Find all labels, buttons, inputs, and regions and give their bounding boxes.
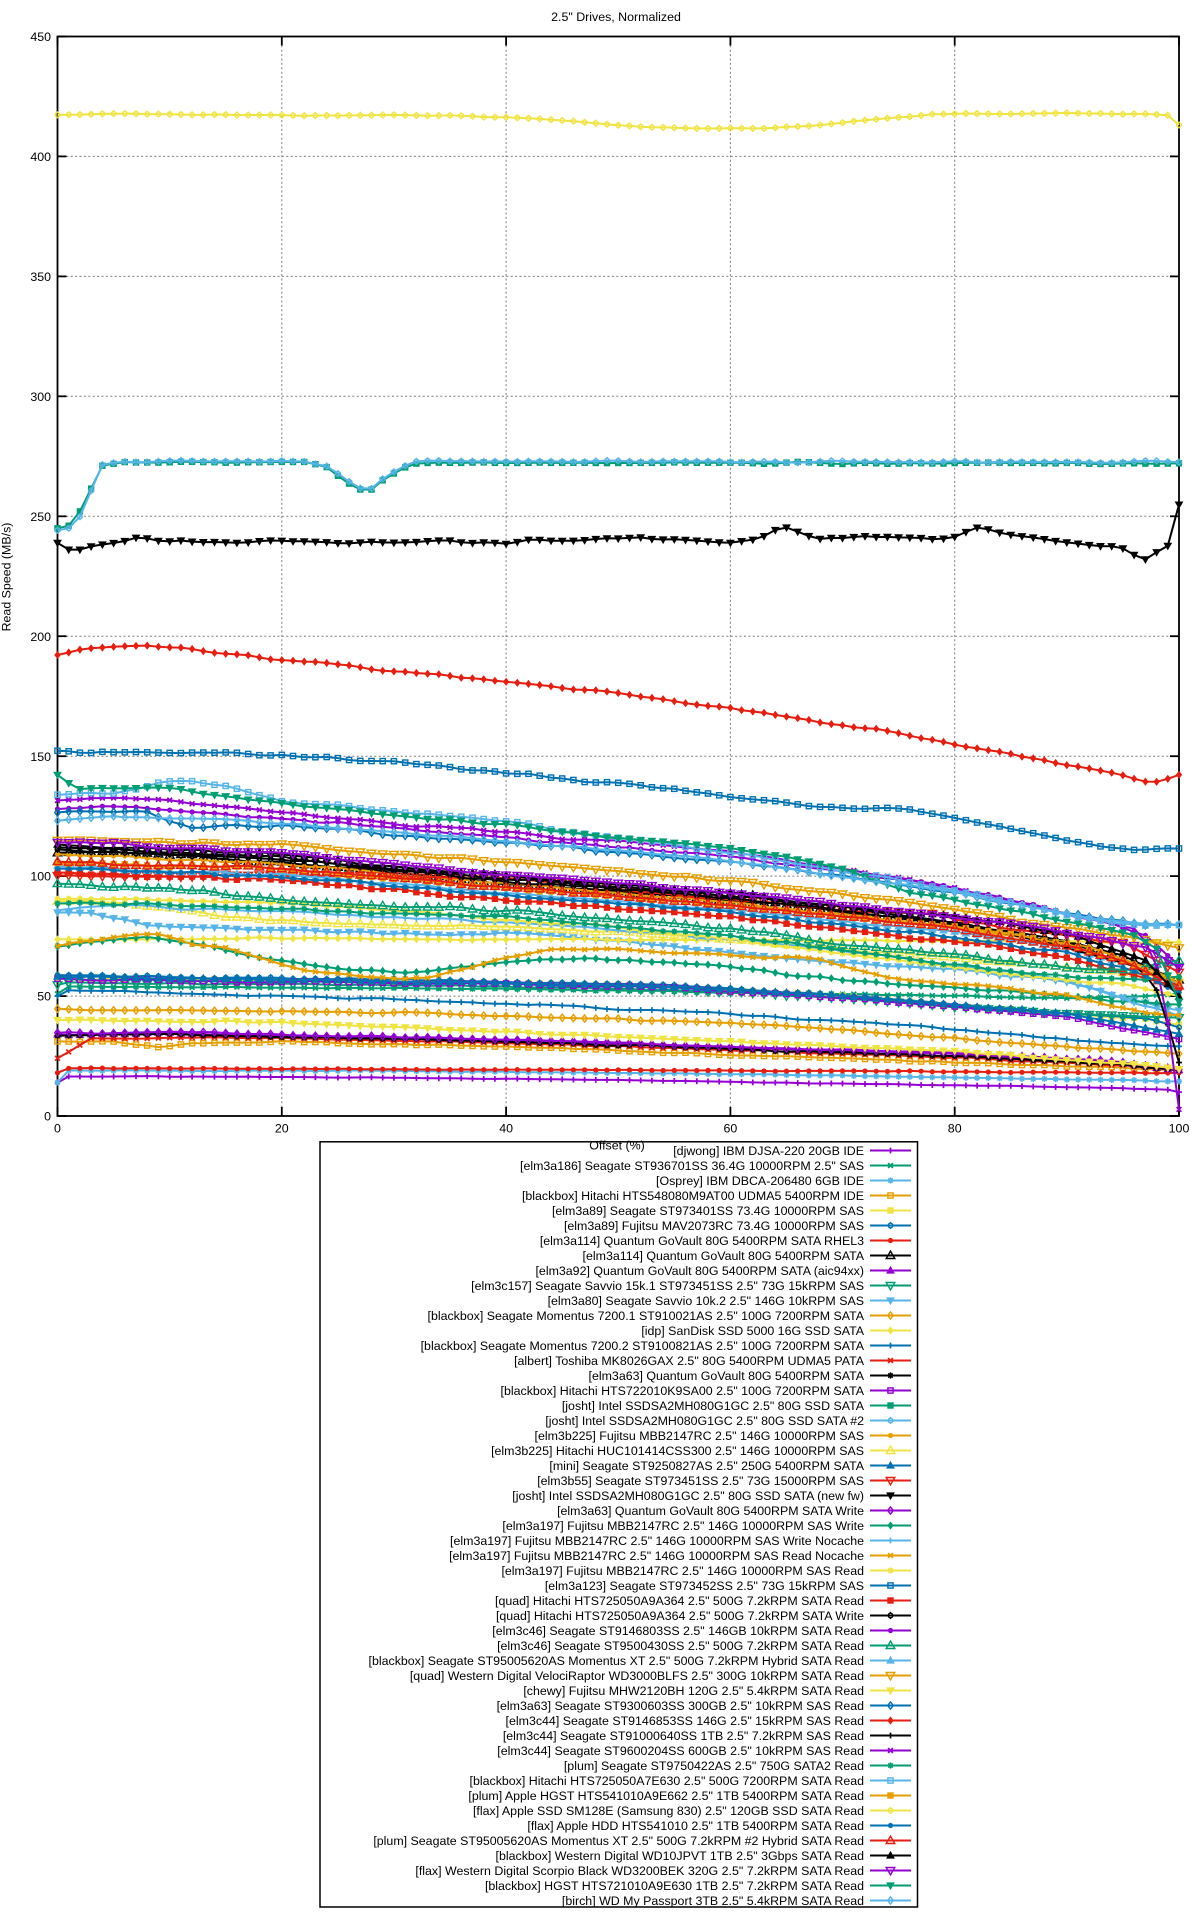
svg-text:[elm3c157] Seagate Savvio 15k.: [elm3c157] Seagate Savvio 15k.1 ST973451… xyxy=(471,1279,864,1293)
svg-text:100: 100 xyxy=(1169,1122,1190,1136)
svg-text:[blackbox] Hitachi HTS722010K9: [blackbox] Hitachi HTS722010K9SA00 2.5" … xyxy=(501,1384,865,1398)
svg-text:[elm3c44] Seagate ST9600204SS: [elm3c44] Seagate ST9600204SS 600GB 2.5"… xyxy=(497,1744,864,1758)
svg-text:[plum] Seagate ST95005620AS Mo: [plum] Seagate ST95005620AS Momentus XT … xyxy=(373,1834,864,1848)
svg-text:Read Speed (MB/s): Read Speed (MB/s) xyxy=(0,523,14,632)
svg-text:[josht] Intel SSDSA2MH080G1GC: [josht] Intel SSDSA2MH080G1GC 2.5" 80G S… xyxy=(512,1489,864,1503)
svg-text:[mini] Seagate ST9250827AS 2.5: [mini] Seagate ST9250827AS 2.5" 250G 540… xyxy=(549,1459,864,1473)
svg-text:[blackbox] Seagate ST95005620A: [blackbox] Seagate ST95005620AS Momentus… xyxy=(369,1654,865,1668)
svg-text:2.5" Drives, Normalized: 2.5" Drives, Normalized xyxy=(551,10,681,24)
svg-text:[elm3a197] Fujitsu MBB2147RC 2: [elm3a197] Fujitsu MBB2147RC 2.5" 146G 1… xyxy=(449,1549,864,1563)
svg-text:[elm3a123] Seagate ST973452SS: [elm3a123] Seagate ST973452SS 2.5" 73G 1… xyxy=(545,1579,864,1593)
svg-text:[quad] Hitachi HTS725050A9A364: [quad] Hitachi HTS725050A9A364 2.5" 500G… xyxy=(495,1594,864,1608)
svg-text:[elm3a89] Seagate ST973401SS 7: [elm3a89] Seagate ST973401SS 73.4G 10000… xyxy=(552,1204,864,1218)
svg-text:[elm3b225] Hitachi HUC101414CS: [elm3b225] Hitachi HUC101414CSS300 2.5" … xyxy=(491,1444,864,1458)
svg-text:[elm3a197] Fujitsu MBB2147RC 2: [elm3a197] Fujitsu MBB2147RC 2.5" 146G 1… xyxy=(501,1564,864,1578)
svg-text:[birch] WD My Passport 3TB 2.5: [birch] WD My Passport 3TB 2.5" 5.4kRPM … xyxy=(562,1894,864,1908)
svg-text:[elm3c44] Seagate ST9146853SS: [elm3c44] Seagate ST9146853SS 146G 2.5" … xyxy=(506,1714,865,1728)
svg-text:[elm3b55] Seagate ST973451SS 2: [elm3b55] Seagate ST973451SS 2.5" 73G 15… xyxy=(537,1474,864,1488)
svg-text:Offset (%): Offset (%) xyxy=(589,1139,645,1153)
svg-text:[djwong] IBM DJSA-220 20GB IDE: [djwong] IBM DJSA-220 20GB IDE xyxy=(673,1144,864,1158)
svg-text:[elm3a114] Quantum GoVault 80G: [elm3a114] Quantum GoVault 80G 5400RPM S… xyxy=(583,1249,865,1263)
svg-text:80: 80 xyxy=(948,1122,962,1136)
svg-text:[elm3a197] Fujitsu MBB2147RC 2: [elm3a197] Fujitsu MBB2147RC 2.5" 146G 1… xyxy=(450,1534,864,1548)
svg-text:[blackbox] Seagate Momentus 72: [blackbox] Seagate Momentus 7200.1 ST910… xyxy=(428,1309,865,1323)
svg-text:[elm3a63] Quantum GoVault 80G: [elm3a63] Quantum GoVault 80G 5400RPM SA… xyxy=(589,1369,865,1383)
svg-text:[elm3a63] Quantum GoVault 80G: [elm3a63] Quantum GoVault 80G 5400RPM SA… xyxy=(557,1504,864,1518)
svg-text:[elm3c46] Seagate ST9146803SS: [elm3c46] Seagate ST9146803SS 2.5" 146GB… xyxy=(492,1624,864,1638)
svg-text:[josht] Intel SSDSA2MH080G1GC: [josht] Intel SSDSA2MH080G1GC 2.5" 80G S… xyxy=(545,1414,864,1428)
svg-text:[elm3c46] Seagate ST9500430SS: [elm3c46] Seagate ST9500430SS 2.5" 500G … xyxy=(497,1639,864,1653)
svg-text:20: 20 xyxy=(275,1122,289,1136)
svg-text:250: 250 xyxy=(30,510,51,524)
svg-text:[elm3a80] Seagate Savvio 10k.2: [elm3a80] Seagate Savvio 10k.2 2.5" 146G… xyxy=(548,1294,864,1308)
svg-text:0: 0 xyxy=(54,1122,61,1136)
svg-text:300: 300 xyxy=(30,390,51,404)
svg-text:[albert] Toshiba MK8026GAX 2.5: [albert] Toshiba MK8026GAX 2.5" 80G 5400… xyxy=(514,1354,865,1368)
svg-text:[josht] Intel SSDSA2MH080G1GC: [josht] Intel SSDSA2MH080G1GC 2.5" 80G S… xyxy=(562,1399,865,1413)
svg-text:60: 60 xyxy=(724,1122,738,1136)
svg-text:[chewy] Fujitsu MHW2120BH 120G: [chewy] Fujitsu MHW2120BH 120G 2.5" 5.4k… xyxy=(523,1684,864,1698)
svg-text:[Osprey] IBM DBCA-206480 6GB I: [Osprey] IBM DBCA-206480 6GB IDE xyxy=(656,1174,864,1188)
svg-text:[plum] Seagate ST9750422AS 2.5: [plum] Seagate ST9750422AS 2.5" 750G SAT… xyxy=(564,1759,864,1773)
svg-text:200: 200 xyxy=(30,630,51,644)
svg-text:[plum] Apple HGST HTS541010A9E: [plum] Apple HGST HTS541010A9E662 2.5" 1… xyxy=(468,1789,864,1803)
svg-text:[idp] SanDisk SSD 5000 16G SSD: [idp] SanDisk SSD 5000 16G SSD SATA xyxy=(641,1324,864,1338)
svg-text:[flax] Apple HDD HTS541010 2.5: [flax] Apple HDD HTS541010 2.5" 1TB 5400… xyxy=(527,1819,864,1833)
svg-text:[elm3a89] Fujitsu MAV2073RC 73: [elm3a89] Fujitsu MAV2073RC 73.4G 10000R… xyxy=(564,1219,864,1233)
svg-text:[blackbox] HGST HTS721010A9E63: [blackbox] HGST HTS721010A9E630 1TB 2.5"… xyxy=(485,1879,864,1893)
svg-text:[blackbox] Seagate Momentus 72: [blackbox] Seagate Momentus 7200.2 ST910… xyxy=(421,1339,865,1353)
svg-text:[flax] Western Digital Scorpio: [flax] Western Digital Scorpio Black WD3… xyxy=(415,1864,864,1878)
svg-text:[elm3a186] Seagate ST936701SS: [elm3a186] Seagate ST936701SS 36.4G 1000… xyxy=(520,1159,864,1173)
svg-text:350: 350 xyxy=(30,270,51,284)
svg-text:[blackbox] Hitachi HTS725050A7: [blackbox] Hitachi HTS725050A7E630 2.5" … xyxy=(470,1774,865,1788)
svg-text:[elm3a197] Fujitsu MBB2147RC 2: [elm3a197] Fujitsu MBB2147RC 2.5" 146G 1… xyxy=(502,1519,864,1533)
svg-text:150: 150 xyxy=(30,750,51,764)
svg-text:400: 400 xyxy=(30,150,51,164)
svg-text:[elm3a114] Quantum GoVault 80G: [elm3a114] Quantum GoVault 80G 5400RPM S… xyxy=(540,1234,864,1248)
svg-text:[quad] Western Digital VelociR: [quad] Western Digital VelociRaptor WD30… xyxy=(410,1669,864,1683)
svg-text:[elm3a63] Seagate ST9300603SS: [elm3a63] Seagate ST9300603SS 300GB 2.5"… xyxy=(497,1699,865,1713)
svg-text:40: 40 xyxy=(499,1122,513,1136)
svg-text:50: 50 xyxy=(37,990,51,1004)
svg-text:[quad] Hitachi HTS725050A9A364: [quad] Hitachi HTS725050A9A364 2.5" 500G… xyxy=(496,1609,864,1623)
svg-text:[elm3c44] Seagate ST91000640SS: [elm3c44] Seagate ST91000640SS 1TB 2.5" … xyxy=(503,1729,864,1743)
svg-text:450: 450 xyxy=(30,30,51,44)
svg-text:[blackbox] Hitachi HTS548080M9: [blackbox] Hitachi HTS548080M9AT00 UDMA5… xyxy=(522,1189,864,1203)
svg-text:[elm3b225] Fujitsu MBB2147RC 2: [elm3b225] Fujitsu MBB2147RC 2.5" 146G 1… xyxy=(535,1429,864,1443)
svg-text:[flax] Apple SSD SM128E (Samsu: [flax] Apple SSD SM128E (Samsung 830) 2.… xyxy=(473,1804,864,1818)
svg-text:[elm3a92] Quantum GoVault 80G: [elm3a92] Quantum GoVault 80G 5400RPM SA… xyxy=(535,1264,864,1278)
svg-text:[blackbox] Western Digital WD1: [blackbox] Western Digital WD10JPVT 1TB … xyxy=(496,1849,865,1863)
svg-text:0: 0 xyxy=(44,1110,51,1124)
svg-text:100: 100 xyxy=(30,870,51,884)
